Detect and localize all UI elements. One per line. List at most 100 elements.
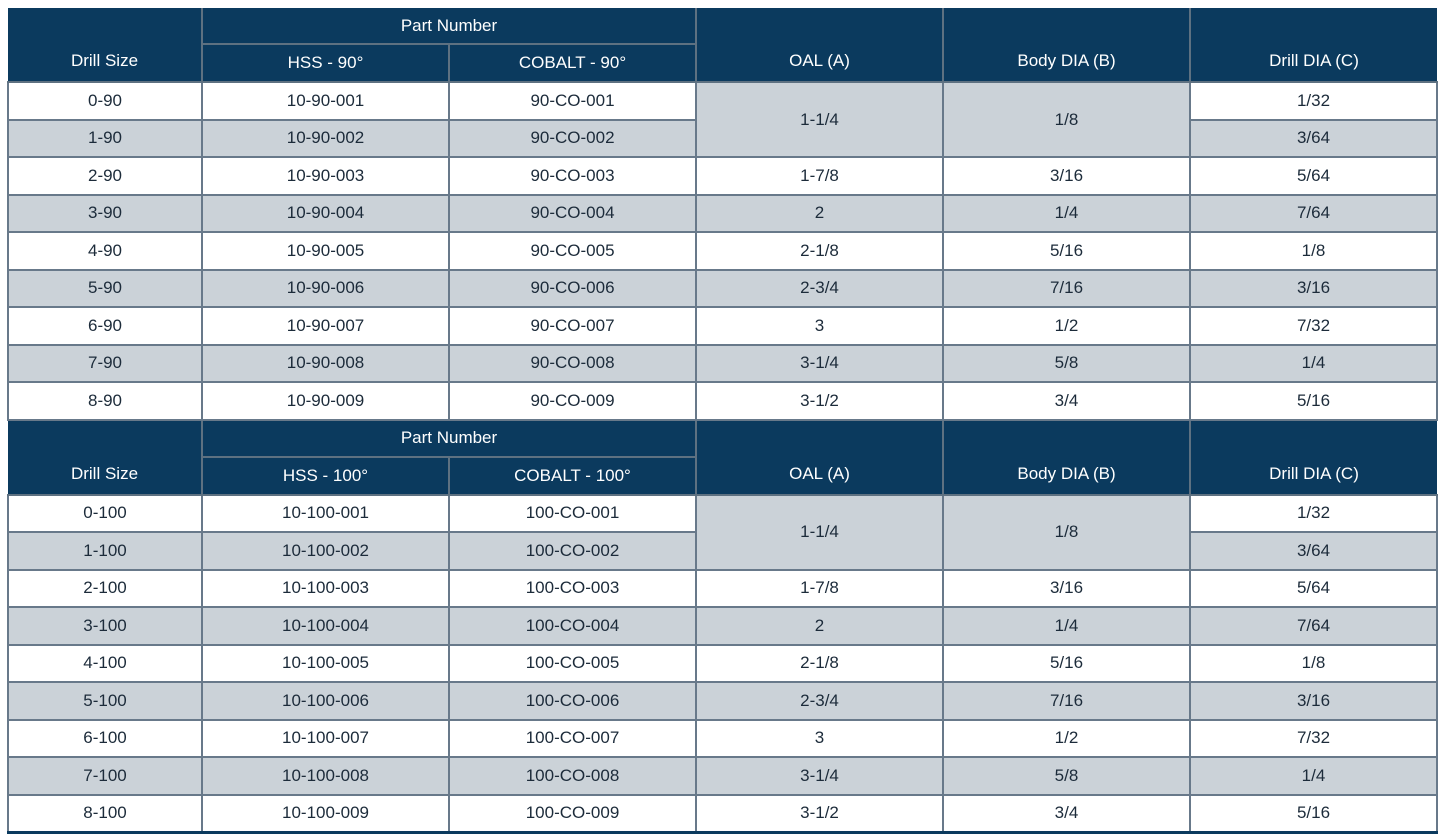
cell-cobalt: 90-CO-006 [448, 268, 697, 308]
cell-body-dia-merged: 1/8 [942, 493, 1191, 571]
cell-drill-dia: 3/64 [1189, 531, 1438, 571]
cell-body-dia: 1/2 [942, 718, 1191, 758]
cell-drill-size: 4-100 [7, 643, 203, 683]
cell-body-dia: 3/16 [942, 156, 1191, 196]
cell-drill-dia: 1/4 [1189, 343, 1438, 383]
spec-table-90-header: Drill Size Part Number OAL (A) Body DIA … [8, 8, 1437, 83]
cell-cobalt: 90-CO-003 [448, 156, 697, 196]
cell-hss: 10-100-006 [201, 681, 450, 721]
cell-cobalt: 100-CO-001 [448, 493, 697, 533]
cell-body-dia: 5/8 [942, 343, 1191, 383]
header-body-dia: Body DIA (B) [942, 420, 1191, 496]
cell-cobalt: 90-CO-007 [448, 306, 697, 346]
cell-drill-dia: 3/16 [1189, 681, 1438, 721]
cell-hss: 10-90-005 [201, 231, 450, 271]
cell-hss: 10-90-009 [201, 381, 450, 421]
cell-body-dia: 1/4 [942, 606, 1191, 646]
header-row-2: HSS - 90° COBALT - 90° [8, 43, 1437, 83]
cell-drill-dia: 1/8 [1189, 643, 1438, 683]
cell-body-dia: 7/16 [942, 268, 1191, 308]
cell-hss: 10-100-004 [201, 606, 450, 646]
cell-drill-size: 7-100 [7, 756, 203, 796]
cell-cobalt: 100-CO-004 [448, 606, 697, 646]
cell-drill-dia: 7/64 [1189, 193, 1438, 233]
cell-cobalt: 90-CO-001 [448, 81, 697, 121]
cell-drill-size: 8-90 [7, 381, 203, 421]
cell-oal: 1-7/8 [695, 568, 944, 608]
cell-oal: 3-1/4 [695, 756, 944, 796]
cell-body-dia: 3/16 [942, 568, 1191, 608]
cell-cobalt: 100-CO-003 [448, 568, 697, 608]
spec-table-90-body: 0-90 10-90-001 90-CO-001 1-1/4 1/8 1/32 … [7, 81, 1438, 421]
cell-drill-size: 2-90 [7, 156, 203, 196]
table-row: 1-100 10-100-002 100-CO-002 3/64 [7, 531, 1438, 571]
cell-drill-size: 6-100 [7, 718, 203, 758]
cell-hss: 10-100-009 [201, 793, 450, 834]
cell-drill-dia: 1/32 [1189, 81, 1438, 121]
cell-hss: 10-90-006 [201, 268, 450, 308]
cell-drill-dia: 1/4 [1189, 756, 1438, 796]
cell-hss: 10-90-002 [201, 118, 450, 158]
cell-hss: 10-90-001 [201, 81, 450, 121]
cell-hss: 10-100-005 [201, 643, 450, 683]
cell-oal: 3-1/4 [695, 343, 944, 383]
cell-oal: 2-1/8 [695, 231, 944, 271]
table-row: 5-90 10-90-006 90-CO-006 2-3/4 7/16 3/16 [7, 268, 1438, 308]
cell-drill-dia: 1/32 [1189, 493, 1438, 533]
cell-body-dia: 5/16 [942, 231, 1191, 271]
cell-body-dia-merged: 1/8 [942, 81, 1191, 158]
cell-hss: 10-100-007 [201, 718, 450, 758]
cell-body-dia: 5/16 [942, 643, 1191, 683]
cell-cobalt: 100-CO-007 [448, 718, 697, 758]
cell-drill-dia: 7/64 [1189, 606, 1438, 646]
cell-drill-dia: 7/32 [1189, 718, 1438, 758]
spec-table-100: Drill Size Part Number OAL (A) Body DIA … [7, 420, 1438, 834]
header-oal: OAL (A) [695, 8, 944, 83]
cell-drill-size: 1-90 [7, 118, 203, 158]
cell-cobalt: 90-CO-005 [448, 231, 697, 271]
cell-drill-dia: 3/64 [1189, 118, 1438, 158]
cell-body-dia: 3/4 [942, 381, 1191, 421]
cell-cobalt: 90-CO-002 [448, 118, 697, 158]
cell-cobalt: 100-CO-009 [448, 793, 697, 834]
table-row: 7-100 10-100-008 100-CO-008 3-1/4 5/8 1/… [7, 756, 1438, 796]
cell-cobalt: 100-CO-006 [448, 681, 697, 721]
header-hss: HSS - 90° [202, 43, 450, 83]
cell-drill-size: 3-100 [7, 606, 203, 646]
header-drill-dia: Drill DIA (C) [1189, 420, 1437, 496]
cell-body-dia: 1/2 [942, 306, 1191, 346]
cell-drill-size: 1-100 [7, 531, 203, 571]
header-row-2: HSS - 100° COBALT - 100° [8, 455, 1437, 496]
cell-drill-size: 5-100 [7, 681, 203, 721]
table-row: 6-100 10-100-007 100-CO-007 3 1/2 7/32 [7, 718, 1438, 758]
table-row: 6-90 10-90-007 90-CO-007 3 1/2 7/32 [7, 306, 1438, 346]
cell-drill-dia: 5/16 [1189, 381, 1438, 421]
header-row-1: Drill Size Part Number OAL (A) Body DIA … [8, 420, 1437, 496]
table-row: 8-100 10-100-009 100-CO-009 3-1/2 3/4 5/… [7, 793, 1438, 834]
cell-body-dia: 5/8 [942, 756, 1191, 796]
cell-oal: 2 [695, 606, 944, 646]
cell-drill-size: 0-100 [7, 493, 203, 533]
table-row: 4-90 10-90-005 90-CO-005 2-1/8 5/16 1/8 [7, 231, 1438, 271]
table-row: 1-90 10-90-002 90-CO-002 3/64 [7, 118, 1438, 158]
header-drill-dia: Drill DIA (C) [1189, 8, 1437, 83]
cell-hss: 10-90-007 [201, 306, 450, 346]
header-row-1: Drill Size Part Number OAL (A) Body DIA … [8, 8, 1437, 83]
header-part-number: Part Number [201, 420, 697, 458]
cell-oal: 2 [695, 193, 944, 233]
cell-cobalt: 100-CO-002 [448, 531, 697, 571]
spec-table-100-body: 0-100 10-100-001 100-CO-001 1-1/4 1/8 1/… [7, 493, 1438, 834]
cell-drill-dia: 7/32 [1189, 306, 1438, 346]
cell-body-dia: 3/4 [942, 793, 1191, 834]
header-body-dia: Body DIA (B) [942, 8, 1191, 83]
header-cobalt: COBALT - 100° [448, 455, 696, 496]
cell-drill-size: 0-90 [7, 81, 203, 121]
table-row: 0-100 10-100-001 100-CO-001 1-1/4 1/8 1/… [7, 493, 1438, 571]
table-row: 5-100 10-100-006 100-CO-006 2-3/4 7/16 3… [7, 681, 1438, 721]
cell-hss: 10-90-008 [201, 343, 450, 383]
cell-oal: 1-7/8 [695, 156, 944, 196]
table-row: 2-90 10-90-003 90-CO-003 1-7/8 3/16 5/64 [7, 156, 1438, 196]
cell-oal: 2-3/4 [695, 268, 944, 308]
table-row: 8-90 10-90-009 90-CO-009 3-1/2 3/4 5/16 [7, 381, 1438, 421]
cell-oal: 3 [695, 718, 944, 758]
